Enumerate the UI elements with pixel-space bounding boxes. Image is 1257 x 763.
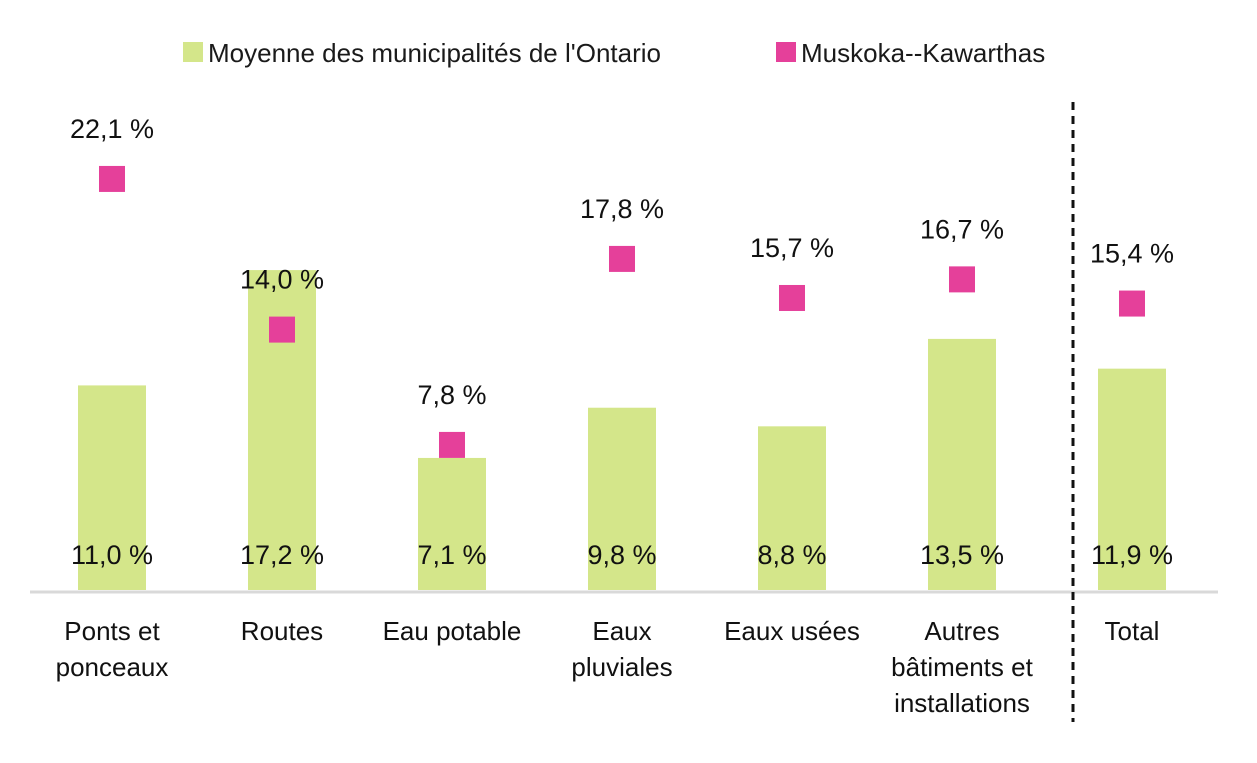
marker-value-label-0: 22,1 % bbox=[70, 114, 154, 144]
bar-ontario-4 bbox=[758, 426, 826, 590]
marker-riding-0 bbox=[99, 165, 125, 192]
category-label-6: Total bbox=[1105, 616, 1160, 646]
marker-riding-2 bbox=[439, 431, 465, 458]
legend-label-riding: Muskoka--Kawarthas bbox=[801, 38, 1045, 68]
legend-label-ontario: Moyenne des municipalités de l'Ontario bbox=[208, 38, 661, 68]
marker-value-label-2: 7,8 % bbox=[417, 380, 486, 410]
bars-group bbox=[78, 270, 1166, 590]
bar-ontario-5 bbox=[928, 338, 996, 590]
marker-riding-6 bbox=[1119, 290, 1145, 317]
legend: Moyenne des municipalités de l'Ontario M… bbox=[183, 38, 1045, 68]
bar-ontario-6 bbox=[1098, 368, 1166, 590]
bar-ontario-2 bbox=[418, 457, 486, 590]
marker-riding-5 bbox=[949, 266, 975, 293]
bar-labels-group: 11,0 % 17,2 % 7,1 % 9,8 % 8,8 % 13,5 % 11,9 % bbox=[71, 540, 1173, 570]
marker-value-label-4: 15,7 % bbox=[750, 233, 834, 263]
category-labels-group: Ponts et ponceaux Routes Eau potable Eaux plu… bbox=[56, 616, 1160, 718]
bar-value-label-6: 11,9 % bbox=[1091, 540, 1173, 570]
markers-group bbox=[99, 165, 1145, 458]
legend-swatch-riding bbox=[776, 42, 796, 62]
bar-value-label-0: 11,0 % bbox=[71, 540, 153, 570]
bar-value-label-1: 17,2 % bbox=[240, 540, 324, 570]
marker-value-label-5: 16,7 % bbox=[920, 214, 1004, 244]
category-label-4: Eaux usées bbox=[724, 616, 860, 646]
marker-riding-1 bbox=[269, 316, 295, 343]
bar-ontario-3 bbox=[588, 407, 656, 590]
category-label-1: Routes bbox=[241, 616, 323, 646]
category-label-3: Eaux pluviales bbox=[571, 616, 672, 682]
bar-value-label-2: 7,1 % bbox=[417, 540, 486, 570]
marker-value-label-1: 14,0 % bbox=[240, 265, 324, 295]
bar-value-label-5: 13,5 % bbox=[920, 540, 1004, 570]
legend-swatch-ontario bbox=[183, 42, 203, 62]
category-label-0: Ponts et ponceaux bbox=[56, 616, 169, 682]
bar-value-label-3: 9,8 % bbox=[587, 540, 656, 570]
marker-value-label-3: 17,8 % bbox=[580, 194, 664, 224]
marker-value-label-6: 15,4 % bbox=[1090, 239, 1174, 269]
category-label-5: Autres bâtiments et installations bbox=[891, 616, 1033, 718]
marker-riding-3 bbox=[609, 245, 635, 272]
bar-ontario-0 bbox=[78, 385, 146, 590]
marker-labels-group: 22,1 % 14,0 % 7,8 % 17,8 % 15,7 % 16,7 % 15,4 … bbox=[70, 114, 1174, 410]
category-label-2: Eau potable bbox=[383, 616, 522, 646]
marker-riding-4 bbox=[779, 284, 805, 311]
bar-value-label-4: 8,8 % bbox=[757, 540, 826, 570]
